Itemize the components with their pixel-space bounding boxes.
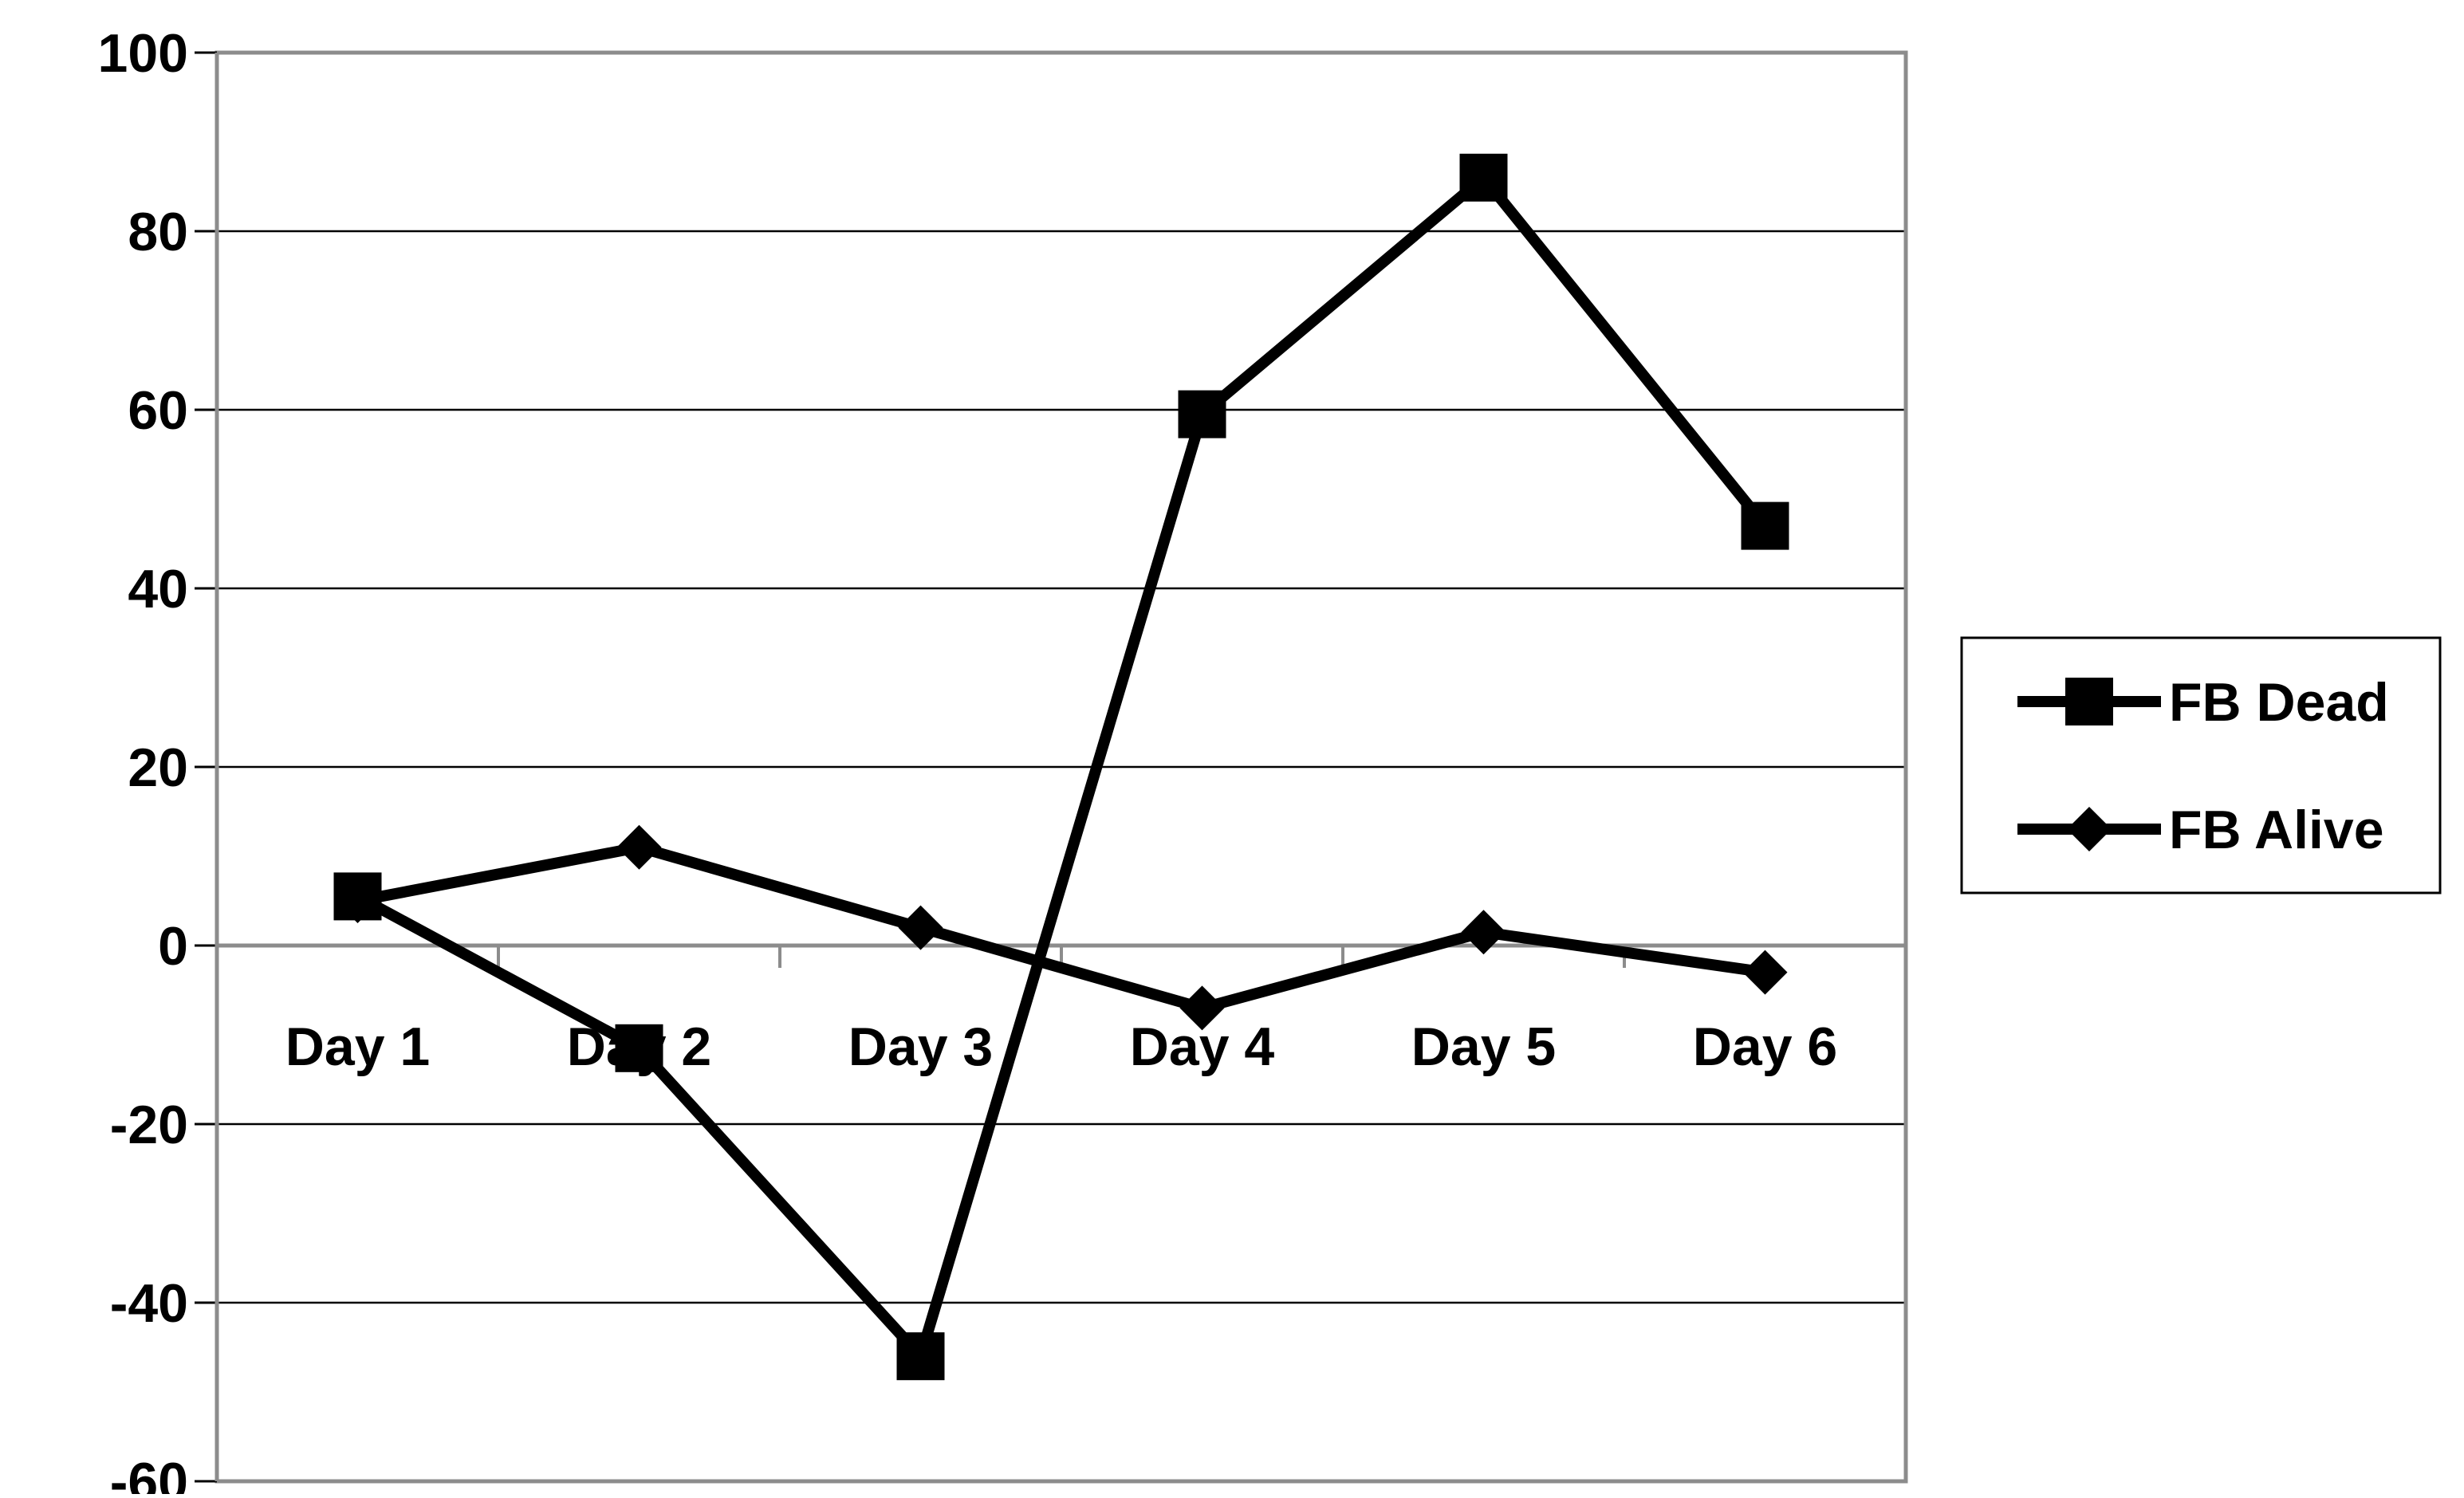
series-line [355,169,1769,1368]
y-tick-label: 80 [128,202,188,262]
y-tick-label: -40 [110,1273,188,1334]
data-point-diamond [335,879,380,923]
legend-entry: FB Dead [2017,672,2389,733]
data-point-diamond [2067,807,2112,851]
data-point-square [1178,390,1226,438]
data-point-square [1459,153,1508,202]
y-tick-label: 0 [158,916,188,977]
legend-label: FB Alive [2169,800,2384,860]
series-fb-alive [335,824,1788,1031]
legend-entry: FB Alive [2017,800,2384,860]
legend: FB Dead FB Alive [1960,636,2442,894]
x-tick-label: Day 5 [1411,1016,1556,1077]
data-point-square [615,1024,663,1072]
y-tick-label: 20 [128,737,188,798]
data-point-diamond [898,905,943,950]
data-point-diamond [1461,910,1506,955]
data-point-square [896,1332,945,1381]
y-tick-label: 60 [128,380,188,441]
axes [195,50,1908,1484]
y-tick-label: 40 [128,559,188,619]
legend-box [1960,636,2442,894]
y-tick-label: -60 [110,1452,188,1494]
series-lines [333,153,1789,1381]
y-tick-label: 100 [98,23,188,84]
data-point-square [1741,501,1789,550]
x-tick-label: Day 3 [848,1016,993,1077]
data-point-square [2065,678,2113,725]
x-tick-label: Day 4 [1130,1016,1275,1077]
data-point-diamond [1179,985,1225,1031]
legend-label: FB Dead [2169,672,2389,733]
data-point-diamond [1742,950,1788,995]
x-tick-label: Day 2 [567,1016,711,1077]
data-point-diamond [616,824,662,870]
x-tick-label: Day 1 [285,1016,430,1077]
y-tick-label: -20 [110,1095,188,1155]
tick-labels: -60 -40 -20 0 20 40 60 80 100 Day 1 Day 2 Day 3 Day … [98,23,1838,1498]
series-line [356,841,1766,1014]
x-tick-label: Day 6 [1693,1016,1837,1077]
